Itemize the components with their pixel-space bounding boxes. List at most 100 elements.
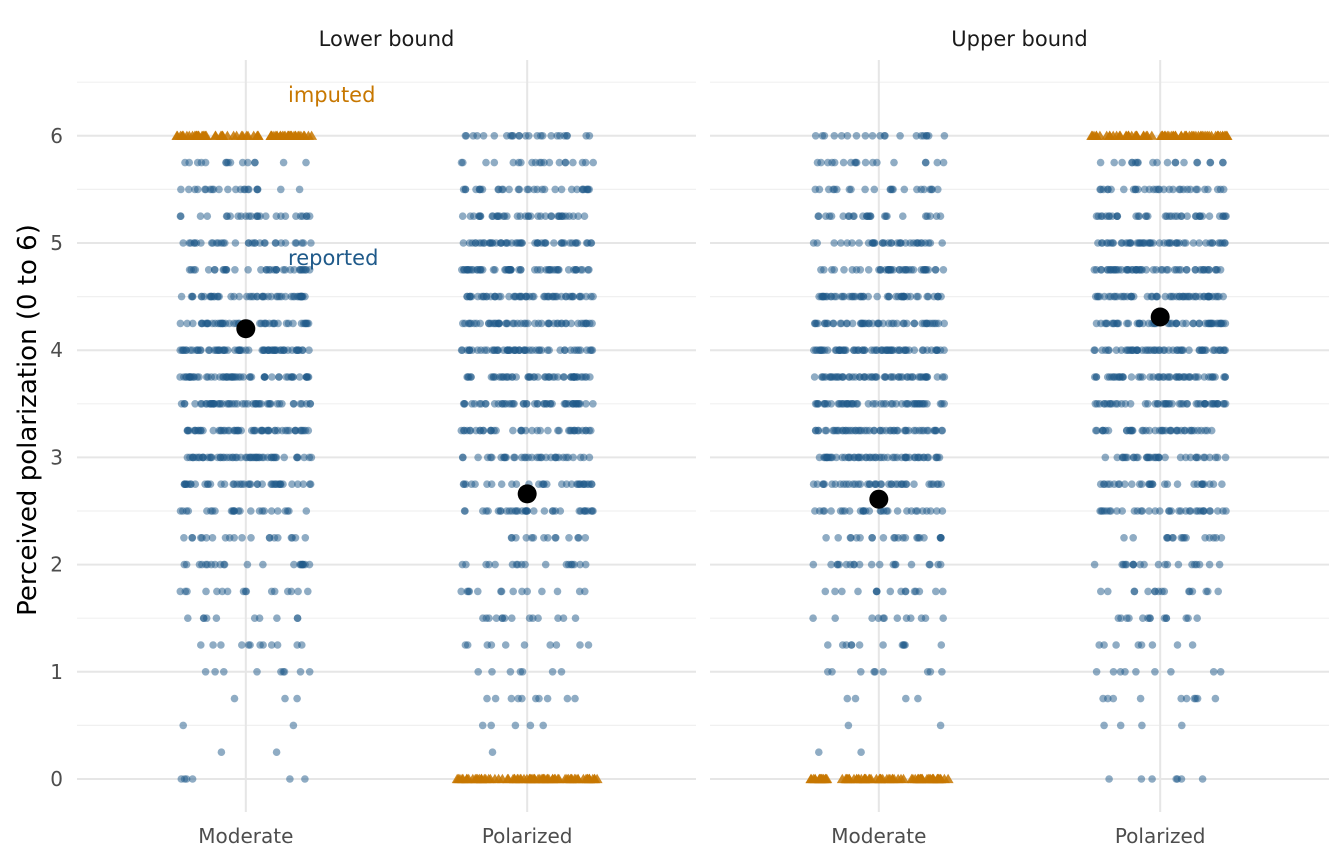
imputed-point: [252, 130, 264, 140]
reported-point: [1146, 614, 1154, 622]
reported-point: [206, 480, 215, 489]
reported-point: [1192, 292, 1200, 301]
reported-point: [505, 346, 513, 355]
imputed-point: [895, 773, 907, 784]
reported-point: [238, 641, 246, 649]
reported-point: [297, 426, 306, 435]
reported-point: [1134, 212, 1143, 220]
reported-point: [843, 239, 851, 247]
reported-point: [460, 400, 469, 408]
reported-point: [1165, 373, 1173, 381]
imputed-point: [283, 130, 295, 140]
reported-point: [589, 400, 597, 408]
reported-point: [811, 507, 819, 515]
reported-point: [918, 507, 927, 515]
reported-point: [815, 748, 823, 756]
reported-point: [206, 185, 215, 194]
reported-point: [529, 614, 537, 622]
reported-point: [299, 319, 308, 328]
reported-point: [290, 400, 298, 408]
reported-point: [1192, 453, 1201, 462]
reported-point: [485, 319, 493, 328]
reported-point: [262, 212, 270, 220]
reported-point: [571, 694, 579, 703]
reported-point: [1134, 641, 1143, 649]
reported-point: [1096, 185, 1104, 194]
reported-point: [939, 266, 948, 274]
reported-point: [1206, 158, 1214, 167]
reported-point: [291, 239, 300, 247]
reported-point: [221, 426, 229, 435]
reported-point: [1151, 668, 1159, 676]
reported-point: [562, 292, 570, 301]
reported-point: [938, 239, 946, 247]
reported-point: [1184, 614, 1192, 622]
reported-point: [1098, 346, 1106, 355]
reported-point: [584, 641, 593, 649]
reported-point: [238, 158, 247, 167]
reported-point: [306, 480, 315, 489]
reported-point: [934, 185, 942, 194]
reported-point: [1177, 212, 1186, 220]
reported-point: [509, 587, 517, 596]
reported-point: [523, 587, 531, 596]
reported-point: [818, 373, 826, 381]
reported-point: [487, 641, 496, 649]
reported-point: [188, 373, 196, 381]
reported-point: [1191, 373, 1199, 381]
reported-point: [933, 373, 942, 381]
reported-point: [925, 480, 933, 489]
reported-point: [1121, 668, 1129, 676]
reported-point: [231, 239, 240, 247]
reported-point: [467, 319, 475, 328]
y-axis-title: Perceived polarization (0 to 6): [13, 224, 43, 616]
reported-point: [811, 185, 820, 194]
reported-point: [1176, 453, 1185, 462]
reported-point: [566, 346, 575, 355]
reported-point: [923, 346, 931, 355]
reported-point: [188, 775, 197, 783]
reported-point: [274, 507, 282, 515]
reported-point: [883, 453, 892, 462]
reported-point: [533, 132, 541, 140]
reported-point: [865, 507, 874, 515]
reported-point: [827, 212, 836, 220]
reported-point: [497, 292, 505, 301]
reported-point: [861, 158, 870, 167]
reported-point: [576, 480, 585, 489]
reported-point: [1129, 292, 1138, 301]
x-tick-label: Moderate: [198, 824, 293, 848]
reported-point: [1109, 668, 1118, 676]
reported-point: [548, 668, 557, 676]
reported-point: [811, 426, 820, 435]
reported-point: [823, 346, 832, 355]
reported-point: [1117, 614, 1125, 622]
reported-point: [849, 400, 858, 408]
reported-point: [1130, 587, 1139, 596]
reported-point: [938, 668, 946, 676]
reported-point: [461, 185, 470, 194]
reported-point: [474, 668, 483, 676]
reported-point: [1188, 641, 1197, 649]
reported-point: [886, 587, 895, 596]
reported-point: [909, 239, 918, 247]
reported-point: [870, 426, 879, 435]
reported-point: [186, 453, 194, 462]
reported-point: [897, 587, 905, 596]
reported-point: [179, 507, 187, 515]
reported-point: [202, 560, 210, 569]
reported-point: [1116, 721, 1125, 730]
reported-point: [469, 212, 478, 220]
reported-point: [520, 641, 529, 649]
reported-point: [574, 212, 582, 220]
reported-point: [238, 534, 246, 542]
reported-point: [562, 212, 570, 220]
reported-point: [919, 400, 927, 408]
reported-point: [527, 212, 535, 220]
reported-point: [1101, 426, 1110, 435]
reported-point: [1151, 426, 1159, 435]
reported-point: [550, 239, 558, 247]
reported-point: [478, 721, 487, 730]
reported-point: [1103, 480, 1112, 489]
reported-point: [229, 507, 238, 515]
